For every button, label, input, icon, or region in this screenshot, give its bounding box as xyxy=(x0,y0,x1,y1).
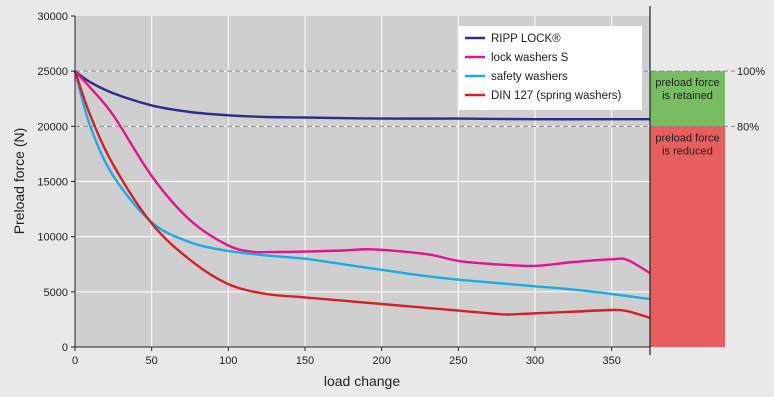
x-tick-label: 300 xyxy=(526,355,544,367)
legend: RIPP LOCK® lock washers S safety washers DI… xyxy=(459,26,642,110)
x-tick-label: 350 xyxy=(602,355,620,367)
y-tick-label: 0 xyxy=(62,342,68,354)
y-tick-label: 25000 xyxy=(37,66,68,78)
axis-layer: 0 50 100 150 200 250 300 350 0 5000 10000 15000 2000… xyxy=(37,6,651,367)
y-tick-label: 15000 xyxy=(37,177,68,189)
zone-0 xyxy=(650,71,725,127)
series-line-2 xyxy=(73,70,651,301)
y-tick-label: 5000 xyxy=(44,287,68,299)
x-tick-label: 200 xyxy=(372,355,390,367)
y-tick-label: 20000 xyxy=(37,121,68,133)
reference-lines: 100% 80% xyxy=(75,66,765,133)
x-tick-label: 50 xyxy=(146,355,158,367)
y-tick-label: 30000 xyxy=(37,11,68,23)
zone-label: preload force xyxy=(655,77,719,89)
reference-label: 80% xyxy=(737,121,759,133)
reference-label: 100% xyxy=(737,66,765,78)
x-axis-title: load change xyxy=(324,373,401,389)
legend-box xyxy=(459,26,642,110)
zone-label: preload force xyxy=(655,132,719,144)
series-line-1 xyxy=(74,70,651,275)
legend-label: lock washers S xyxy=(491,52,569,64)
x-tick-label: 100 xyxy=(219,355,237,367)
zone-1 xyxy=(650,126,725,347)
y-tick-label: 10000 xyxy=(37,232,68,244)
x-tick-label: 250 xyxy=(449,355,467,367)
legend-label: safety washers xyxy=(491,71,568,83)
y-axis-title: Preload force (N) xyxy=(11,128,27,235)
series-line-0 xyxy=(74,70,650,121)
x-tick-label: 0 xyxy=(72,355,78,367)
zone-label: is reduced xyxy=(662,145,713,157)
x-tick-label: 150 xyxy=(296,355,314,367)
zone-label: is retained xyxy=(662,90,713,102)
series-line-3 xyxy=(73,70,651,319)
legend-label: DIN 127 (spring washers) xyxy=(491,90,622,102)
legend-label: RIPP LOCK® xyxy=(491,33,561,45)
series-layer xyxy=(73,70,651,319)
